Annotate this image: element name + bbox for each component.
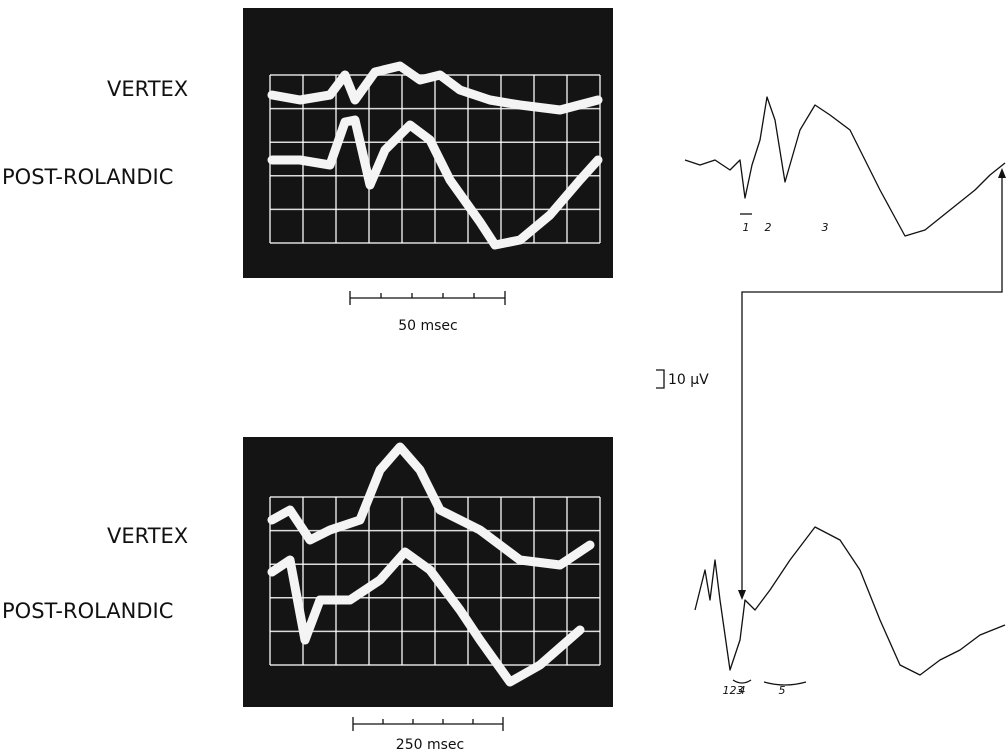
amplitude-scale-bar	[656, 369, 665, 389]
peak-label: 4	[739, 684, 746, 697]
channel-label: VERTEX	[107, 77, 188, 101]
averaged-trace	[694, 526, 1006, 676]
trace	[267, 547, 585, 687]
connector-arrow	[741, 178, 1003, 596]
peak-label: 123	[723, 684, 744, 697]
arrow-head	[738, 168, 1006, 600]
peak-label: 1	[743, 221, 750, 234]
trace	[267, 442, 595, 570]
channel-label: POST-ROLANDIC	[2, 165, 173, 189]
time-scale-label: 50 msec	[398, 318, 458, 334]
trace	[267, 115, 603, 250]
peak-bracket	[732, 679, 807, 686]
peak-label: 2	[765, 221, 772, 234]
time-scale-bar	[352, 717, 504, 731]
time-scale-bar	[349, 291, 506, 305]
averaged-trace	[684, 96, 1006, 237]
time-scale-label: 250 msec	[396, 737, 464, 752]
peak-label: 3	[822, 221, 829, 234]
channel-label: POST-ROLANDIC	[2, 599, 173, 623]
channel-label: VERTEX	[107, 524, 188, 548]
amplitude-scale-label: 10 μV	[668, 372, 709, 388]
peak-label: 5	[779, 684, 786, 697]
trace	[267, 61, 603, 115]
